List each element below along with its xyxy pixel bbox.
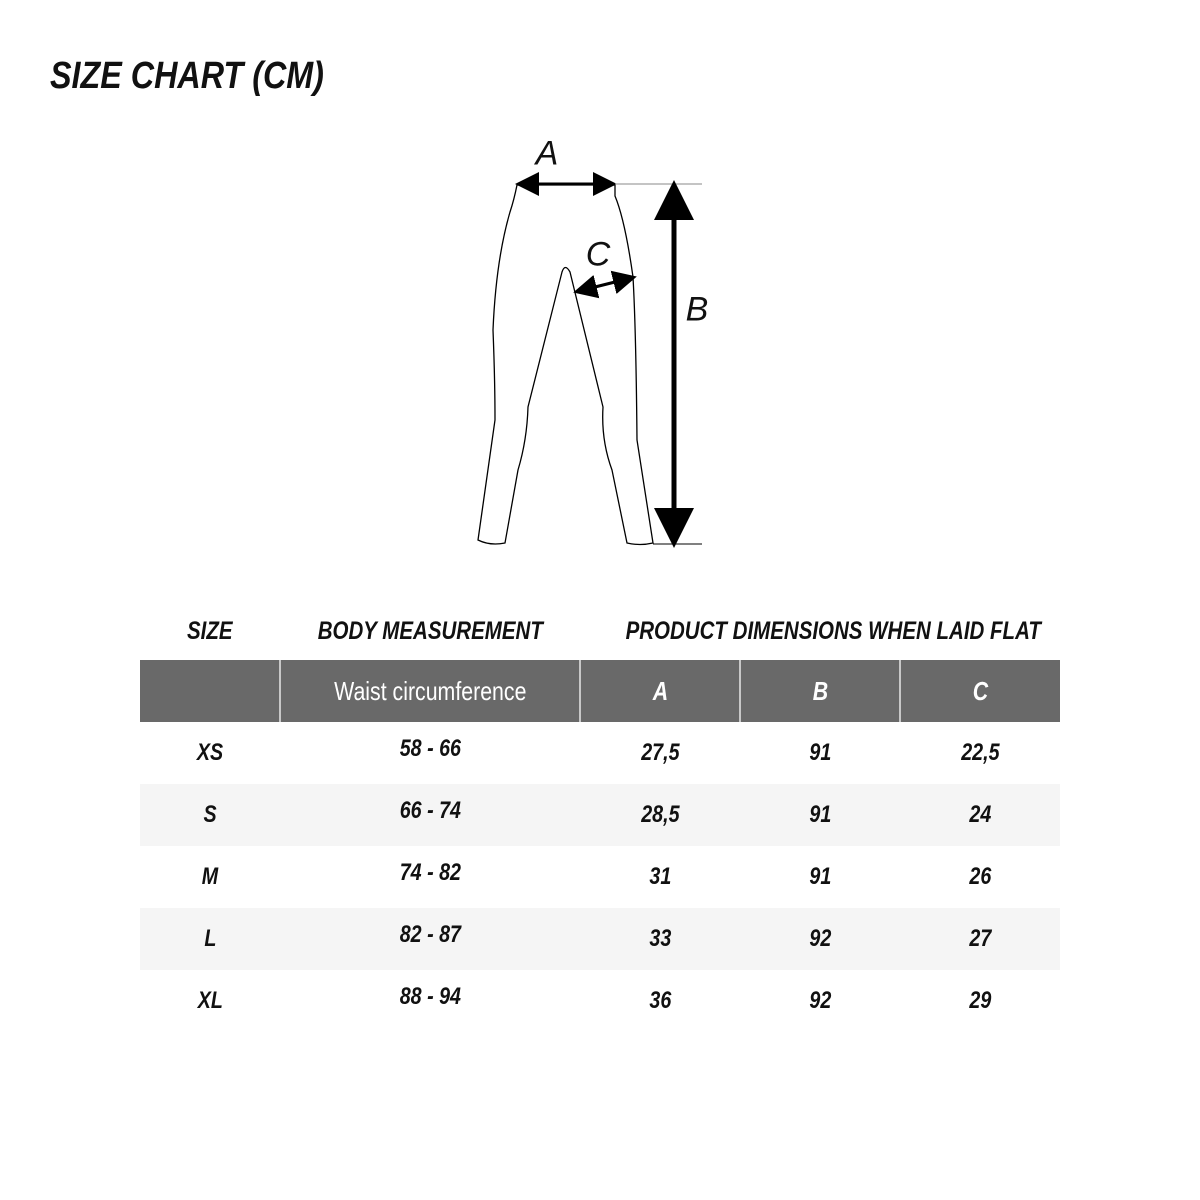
cell-waist: 82 - 87 bbox=[280, 908, 580, 970]
col-a: A bbox=[579, 660, 740, 722]
cell-a: 36 bbox=[649, 987, 671, 1014]
col-c: C bbox=[899, 660, 1060, 722]
cell-c: 29 bbox=[969, 987, 991, 1014]
table-row: L 82 - 87 33 92 27 bbox=[140, 908, 1060, 970]
cell-b: 91 bbox=[809, 863, 831, 890]
cell-size: L bbox=[140, 908, 280, 970]
dimension-c-arrow bbox=[573, 270, 637, 299]
table-header-row: Waist circumference A B C bbox=[140, 660, 1060, 722]
table-row: XS 58 - 66 27,5 91 22,5 bbox=[140, 722, 1060, 784]
pants-outline bbox=[477, 184, 654, 546]
table-row: S 66 - 74 28,5 91 24 bbox=[140, 784, 1060, 846]
cell-c: 22,5 bbox=[960, 739, 1000, 766]
cell-b: 91 bbox=[809, 739, 831, 766]
cell-waist: 88 - 94 bbox=[399, 983, 461, 1010]
cell-size: S bbox=[140, 784, 280, 846]
col-waist: Waist circumference bbox=[279, 660, 580, 722]
cell-c: 26 bbox=[969, 863, 991, 890]
size-table: Waist circumference A B C XS 58 - 66 27,5 9… bbox=[140, 660, 1060, 1032]
cell-a: 27,5 bbox=[640, 739, 680, 766]
section-product-dimensions: PRODUCT DIMENSIONS WHEN LAID FLAT bbox=[625, 617, 1041, 645]
cell-size: XL bbox=[197, 987, 223, 1014]
cell-b: 92 bbox=[740, 908, 900, 970]
page-title: SIZE CHART (CM) bbox=[50, 55, 324, 97]
section-size: SIZE bbox=[187, 617, 233, 645]
cell-b: 92 bbox=[809, 987, 831, 1014]
cell-waist: 74 - 82 bbox=[399, 859, 461, 886]
table-row: M 74 - 82 31 91 26 bbox=[140, 846, 1060, 908]
cell-size: M bbox=[201, 863, 219, 890]
label-b: B bbox=[685, 290, 709, 329]
cell-size: XS bbox=[196, 739, 224, 766]
col-b: B bbox=[739, 660, 900, 722]
col-size bbox=[140, 660, 280, 722]
cell-waist: 58 - 66 bbox=[399, 735, 461, 762]
cell-a: 31 bbox=[649, 863, 671, 890]
pants-diagram bbox=[477, 172, 702, 548]
section-body-measurement: BODY MEASUREMENT bbox=[317, 617, 543, 645]
label-a: A bbox=[535, 134, 559, 173]
cell-a: 33 bbox=[580, 908, 740, 970]
cell-c: 24 bbox=[900, 784, 1060, 846]
cell-b: 91 bbox=[740, 784, 900, 846]
label-c: C bbox=[585, 235, 611, 274]
cell-c: 27 bbox=[900, 908, 1060, 970]
cell-a: 28,5 bbox=[580, 784, 740, 846]
table-row: XL 88 - 94 36 92 29 bbox=[140, 970, 1060, 1032]
cell-waist: 66 - 74 bbox=[280, 784, 580, 846]
